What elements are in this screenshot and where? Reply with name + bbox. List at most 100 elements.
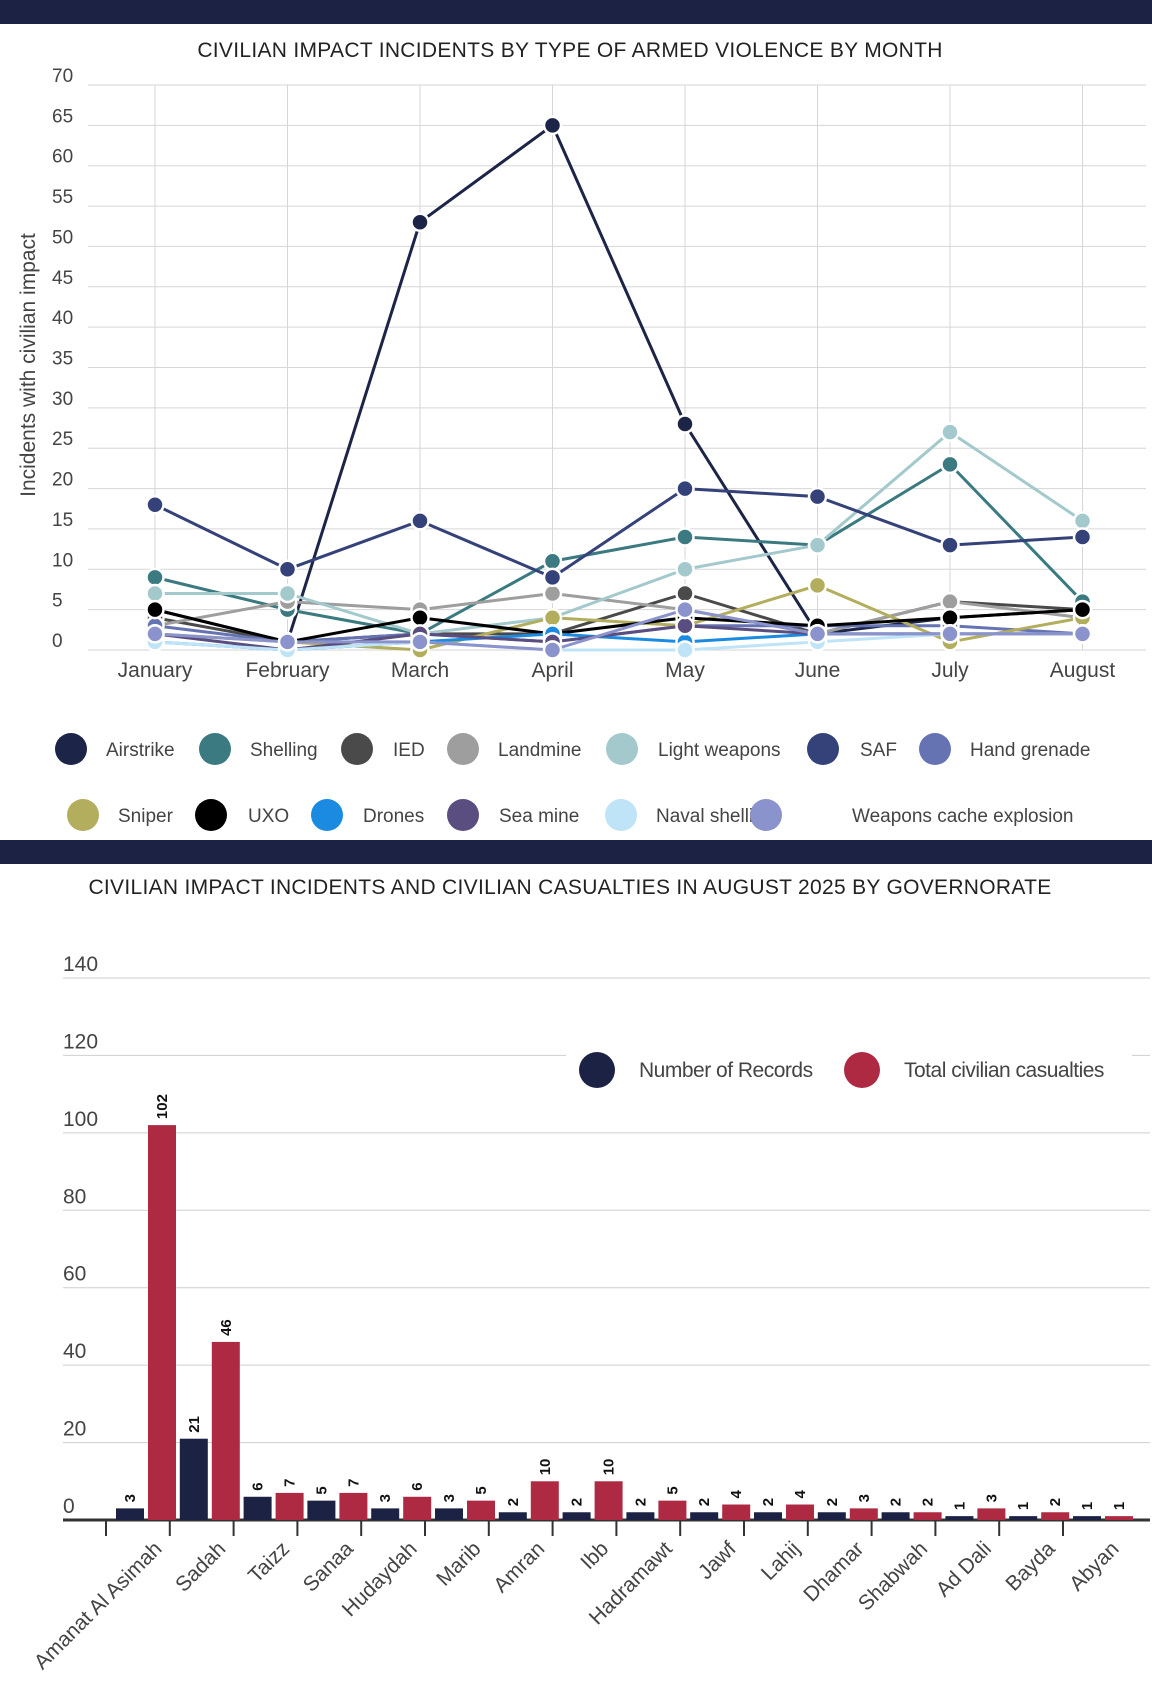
data-point-light-weapons-february — [277, 583, 298, 604]
bar-number-of-records-dhamar — [817, 1512, 846, 1520]
data-point-shelling-january — [145, 567, 165, 588]
legend-marker-light-weapons — [606, 733, 638, 765]
legend: Number of Records Total civilian casualti… — [566, 1042, 1132, 1090]
series-line-shelling — [154, 462, 1084, 636]
data-point-airstrike-march — [410, 212, 430, 232]
y-tick-label-120: 120 — [63, 1030, 98, 1053]
series-line-landmine — [154, 592, 1083, 636]
y-tick-label-45: 45 — [52, 268, 73, 289]
data-label-number-of-records-ad-dali: 1 — [951, 1502, 968, 1510]
bar-number-of-records-jawf — [690, 1512, 719, 1520]
y-tick-label-35: 35 — [52, 349, 73, 370]
x-axis-ticks: January February March April May June July Augu… — [118, 659, 1116, 682]
legend-label-hand-grenade: Hand grenade — [970, 740, 1090, 761]
y-tick-label-5: 5 — [52, 591, 63, 612]
legend-label-saf: SAF — [860, 740, 897, 761]
legend-marker-saf — [807, 733, 839, 765]
y-tick-label-10: 10 — [52, 550, 73, 571]
y-axis-ticks: 0 5 10 15 20 25 30 35 40 45 50 55 60 65 70 — [52, 66, 73, 652]
data-label-total-civilian-casualties-sanaa: 7 — [345, 1479, 362, 1487]
x-tick-label-january: January — [118, 659, 193, 682]
y-tick-label-40: 40 — [52, 308, 73, 329]
data-label-number-of-records-sadah: 21 — [186, 1416, 203, 1433]
data-point-saf-august — [1072, 527, 1093, 547]
data-point-saf-april — [542, 567, 563, 588]
data-label-total-civilian-casualties-marib: 5 — [473, 1486, 490, 1494]
data-point-light-weapons-may — [675, 559, 695, 580]
data-label-number-of-records-taizz: 6 — [250, 1482, 267, 1490]
x-tick-label-amanat-al-asimah: Amanat Al Asimah — [30, 1537, 167, 1674]
chart-title: CIVILIAN IMPACT INCIDENTS AND CIVILIAN C… — [88, 876, 1051, 899]
x-tick-label-february: February — [245, 659, 330, 682]
data-label-number-of-records-shabwah: 2 — [888, 1498, 905, 1506]
data-label-total-civilian-casualties-bayda: 2 — [1047, 1498, 1064, 1506]
legend-marker-hand-grenade — [919, 733, 951, 765]
legend-label-total-civilian-casualties: Total civilian casualties — [904, 1059, 1104, 1082]
data-point-weapons-cache-explosion-june — [807, 624, 828, 644]
data-label-number-of-records-amran: 2 — [505, 1498, 522, 1506]
legend-label-light-weapons: Light weapons — [658, 740, 781, 761]
data-point-saf-may — [675, 478, 695, 499]
x-tick-label-april: April — [531, 659, 573, 682]
data-point-light-weapons-august — [1072, 511, 1093, 531]
y-tick-label-65: 65 — [52, 106, 73, 127]
data-label-number-of-records-hudaydah: 3 — [377, 1494, 394, 1502]
bar-total-civilian-casualties-ad-dali — [977, 1508, 1006, 1520]
bar-number-of-records-hadramawt — [626, 1512, 655, 1520]
legend-marker-naval-shelling — [605, 799, 637, 831]
legend-label-sea-mine: Sea mine — [499, 806, 579, 827]
y-tick-label-30: 30 — [52, 389, 73, 410]
data-label-total-civilian-casualties-hadramawt: 5 — [664, 1486, 681, 1494]
data-point-sniper-june — [807, 575, 828, 596]
data-label-total-civilian-casualties-amanat-al-asimah: 102 — [154, 1094, 171, 1119]
legend-marker-uxo — [195, 799, 227, 831]
data-label-number-of-records-marib: 3 — [441, 1494, 458, 1502]
top-banner — [0, 0, 1152, 24]
series-weapons-cache-explosion — [145, 599, 1093, 660]
legend-label-weapons-cache-explosion: Weapons cache explosion — [852, 806, 1073, 827]
data-point-saf-january — [145, 494, 165, 515]
data-point-light-weapons-january — [145, 583, 165, 604]
y-tick-label-60: 60 — [52, 147, 73, 168]
legend-marker-airstrike — [55, 733, 87, 765]
bar-total-civilian-casualties-abyan — [1105, 1516, 1133, 1520]
data-label-total-civilian-casualties-taizz: 7 — [282, 1479, 299, 1487]
bar-chart: CIVILIAN IMPACT INCIDENTS AND CIVILIAN C… — [30, 876, 1150, 1674]
legend-marker-number-of-records — [579, 1052, 615, 1088]
series-saf — [145, 478, 1093, 588]
chart-title: CIVILIAN IMPACT INCIDENTS BY TYPE OF ARM… — [197, 39, 942, 62]
x-tick-label-june: June — [795, 659, 841, 682]
x-tick-label-sadah: Sadah — [171, 1537, 230, 1596]
data-point-airstrike-april — [542, 115, 563, 136]
legend-label-uxo: UXO — [248, 806, 289, 827]
x-tick-label-bayda: Bayda — [1001, 1537, 1060, 1596]
series-line-weapons-cache-explosion — [154, 608, 1083, 652]
series-line-light-weapons — [155, 430, 1084, 636]
y-tick-label-15: 15 — [52, 510, 73, 531]
y-axis-label: Incidents with civilian impact — [17, 233, 40, 497]
bar-number-of-records-ibb — [562, 1512, 591, 1520]
bar-total-civilian-casualties-hudaydah — [403, 1496, 432, 1520]
gridlines — [88, 84, 1146, 651]
y-axis-ticks: 0 20 40 60 80 100 120 140 — [63, 953, 98, 1518]
bar-total-civilian-casualties-shabwah — [913, 1512, 942, 1520]
x-tick-label-shabwah: Shabwah — [854, 1537, 932, 1615]
data-label-total-civilian-casualties-amran: 10 — [537, 1459, 554, 1476]
bar-number-of-records-bayda — [1009, 1516, 1038, 1520]
legend-label-drones: Drones — [363, 806, 424, 827]
legend-marker-weapons-cache-explosion — [750, 799, 782, 831]
data-point-sea-mine-may — [675, 616, 695, 636]
data-label-total-civilian-casualties-hudaydah: 6 — [409, 1482, 426, 1490]
series-line-saf — [154, 487, 1083, 579]
data-point-shelling-may — [675, 527, 695, 547]
x-tick-label-august: August — [1050, 659, 1116, 682]
legend-label-airstrike: Airstrike — [106, 740, 175, 761]
data-label-total-civilian-casualties-lahij: 4 — [792, 1490, 809, 1499]
x-tick-label-may: May — [665, 659, 705, 682]
data-label-number-of-records-hadramawt: 2 — [632, 1498, 649, 1506]
line-chart: CIVILIAN IMPACT INCIDENTS BY TYPE OF ARM… — [17, 39, 1146, 831]
x-tick-label-ad-dali: Ad Dali — [932, 1537, 996, 1601]
bar-total-civilian-casualties-ibb — [594, 1481, 623, 1520]
data-point-weapons-cache-explosion-january — [145, 624, 165, 644]
